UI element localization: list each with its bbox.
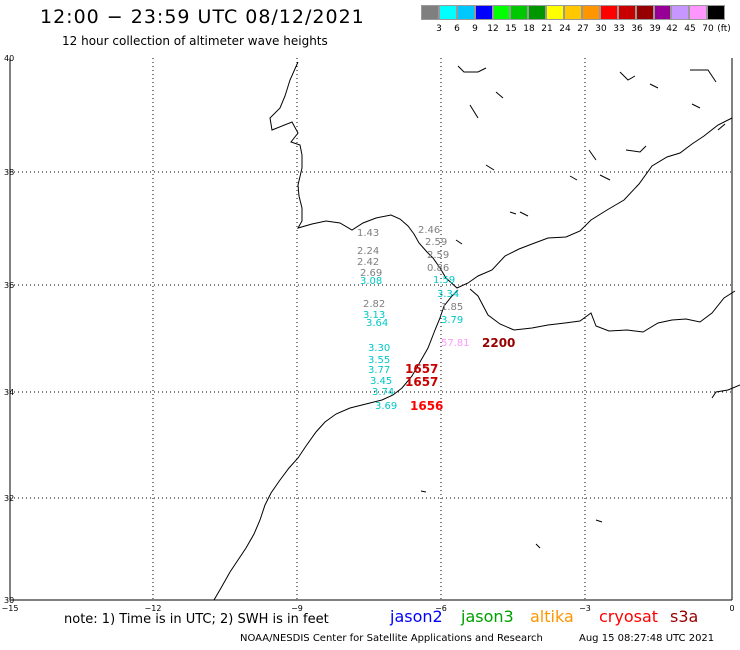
wave-height-label: 2.69 (360, 268, 382, 279)
color-swatch (707, 5, 726, 20)
wave-height-label: 3.74 (372, 387, 394, 398)
wave-height-label: 3.45 (370, 376, 392, 387)
color-scale-label: 36 (631, 24, 643, 34)
color-swatch (546, 5, 565, 20)
wave-height-label: 1.43 (357, 228, 379, 239)
color-swatch (492, 5, 511, 20)
color-swatch (689, 5, 708, 20)
legend-altika: altika (530, 607, 574, 626)
page-title: 12:00 − 23:59 UTC 08/12/2021 (40, 6, 365, 28)
color-scale-label: 9 (472, 24, 478, 34)
longitude-tick-label: 0 (729, 604, 734, 613)
color-scale: 3 6 9 12 15 18 21 24 27 30 33 36 39 42 45 70 (ft) (421, 5, 731, 34)
wave-height-label: 3.13 (363, 310, 385, 321)
color-scale-swatches (421, 5, 726, 20)
footer-timestamp: Aug 15 08:27:48 UTC 2021 (579, 633, 715, 644)
color-swatch (510, 5, 529, 20)
wave-height-label: 3.30 (368, 343, 390, 354)
longitude-tick-label: −15 (2, 604, 19, 613)
color-scale-label: 3 (436, 24, 442, 34)
color-swatch (438, 5, 457, 20)
pass-time-label: 1656 (410, 399, 443, 413)
color-swatch (582, 5, 600, 20)
wave-height-label: 3.34 (437, 289, 459, 300)
color-swatch (617, 5, 636, 20)
color-scale-label: (ft) (717, 24, 731, 34)
wave-height-label: 3.79 (441, 315, 463, 326)
color-scale-label: 18 (523, 24, 535, 34)
wave-height-label: 3.77 (368, 365, 390, 376)
wave-height-label: 3.55 (368, 355, 390, 366)
wave-height-label: 2.82 (363, 299, 385, 310)
longitude-tick-label: −12 (145, 604, 162, 613)
latitude-tick-label: 38 (4, 168, 14, 177)
color-swatch (653, 5, 672, 20)
latitude-tick-label: 40 (4, 54, 14, 63)
wave-height-label: 1.59 (433, 275, 455, 286)
color-scale-label: 45 (684, 24, 696, 34)
longitude-tick-label: −3 (579, 604, 591, 613)
color-swatch (564, 5, 583, 20)
latitude-tick-label: 34 (4, 388, 14, 397)
wave-height-label: 1.85 (441, 302, 463, 313)
color-scale-label: 15 (505, 24, 517, 34)
color-swatch (421, 5, 439, 20)
wave-height-label: 2.24 (357, 246, 379, 257)
color-scale-label: 12 (487, 24, 499, 34)
color-scale-label: 39 (649, 24, 661, 34)
map-grid: −15 −12 −9 −6 −3 0 40 38 36 34 32 30 (2, 54, 735, 613)
legend-s3a: s3a (670, 607, 699, 626)
wave-height-label: 2.42 (357, 257, 379, 268)
legend-jason2: jason2 (390, 607, 443, 626)
color-scale-label: 30 (595, 24, 607, 34)
latitude-tick-label: 36 (4, 281, 14, 290)
pass-time-label: 1657 (405, 362, 438, 376)
color-scale-label: 33 (613, 24, 625, 34)
color-scale-label: 70 (702, 24, 714, 34)
color-swatch (528, 5, 547, 20)
footer-credit: NOAA/NESDIS Center for Satellite Applica… (240, 633, 543, 644)
latitude-tick-label: 32 (4, 494, 14, 503)
wave-height-label: 3.64 (366, 318, 388, 329)
wave-height-label: 57.81 (441, 338, 470, 349)
wave-height-label: 2.46 (418, 225, 440, 236)
footer-note: note: 1) Time is in UTC; 2) SWH is in fe… (64, 612, 329, 627)
color-scale-label: 24 (559, 24, 571, 34)
pass-time-label: 1657 (405, 375, 438, 389)
wave-height-points: 1.43 2.462.592.24 2.592.420.862.693.08 1.59… (357, 225, 470, 412)
wave-height-label: 2.59 (427, 250, 449, 261)
color-swatch (474, 5, 493, 20)
wave-height-label: 0.86 (427, 263, 449, 274)
wave-height-label: 3.08 (360, 276, 382, 287)
color-swatch (599, 5, 618, 20)
page-subtitle: 12 hour collection of altimeter wave hei… (62, 34, 328, 48)
color-scale-label: 6 (454, 24, 460, 34)
legend-jason3: jason3 (461, 607, 514, 626)
color-scale-label: 27 (577, 24, 589, 34)
legend-cryosat: cryosat (599, 607, 659, 626)
wave-height-label: 2.59 (425, 237, 447, 248)
longitude-tick-label: −9 (291, 604, 303, 613)
color-swatch (635, 5, 654, 20)
color-scale-label: 21 (541, 24, 553, 34)
latitude-tick-label: 30 (4, 596, 14, 605)
pass-time-label: 2200 (482, 336, 515, 350)
coastline (213, 61, 740, 601)
longitude-tick-label: −6 (435, 604, 447, 613)
wave-height-label: 3.69 (375, 401, 397, 412)
color-swatch (671, 5, 690, 20)
color-swatch (456, 5, 475, 20)
color-scale-label: 42 (666, 24, 678, 34)
